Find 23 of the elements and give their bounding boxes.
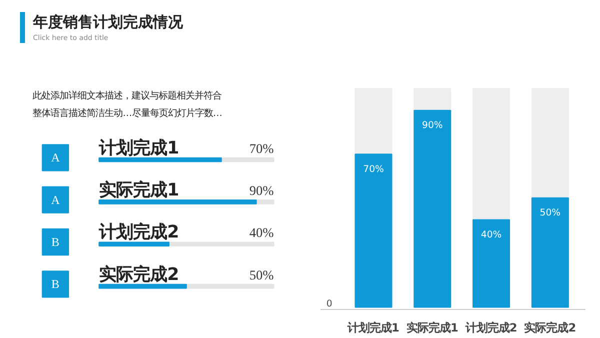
x-tick-label: 计划完成2 — [464, 320, 518, 334]
text: A — [51, 150, 60, 165]
data-label: 70% — [363, 164, 384, 175]
x-tick-label: 实际完成2 — [524, 320, 576, 334]
text: 此处添加详细文本描述，建议与标题相关并符合整体语言描述简洁生动…尽量每页幻灯片字数… — [32, 90, 222, 120]
data-label: 90% — [249, 183, 274, 198]
data-label: 40% — [249, 225, 274, 240]
data-label: 50% — [249, 267, 274, 282]
x-tick-label: 计划完成1 — [346, 320, 400, 334]
text: A — [51, 192, 60, 207]
data-label: 50% — [540, 208, 561, 219]
text: B — [51, 277, 60, 292]
text: B — [51, 235, 60, 250]
category-label: 计划完成2 — [99, 222, 180, 243]
category-label: 计划完成1 — [99, 138, 180, 158]
data-label: 70% — [249, 140, 274, 156]
data-label: 40% — [480, 230, 502, 241]
category-label: 实际完成2 — [99, 264, 180, 285]
data-label: 90% — [422, 120, 443, 132]
annotation: 0 — [326, 298, 332, 310]
x-tick-label: 实际完成1 — [406, 320, 458, 334]
category-label: 实际完成1 — [99, 180, 180, 201]
chart-title: 年度销售计划完成情况 — [33, 12, 183, 33]
